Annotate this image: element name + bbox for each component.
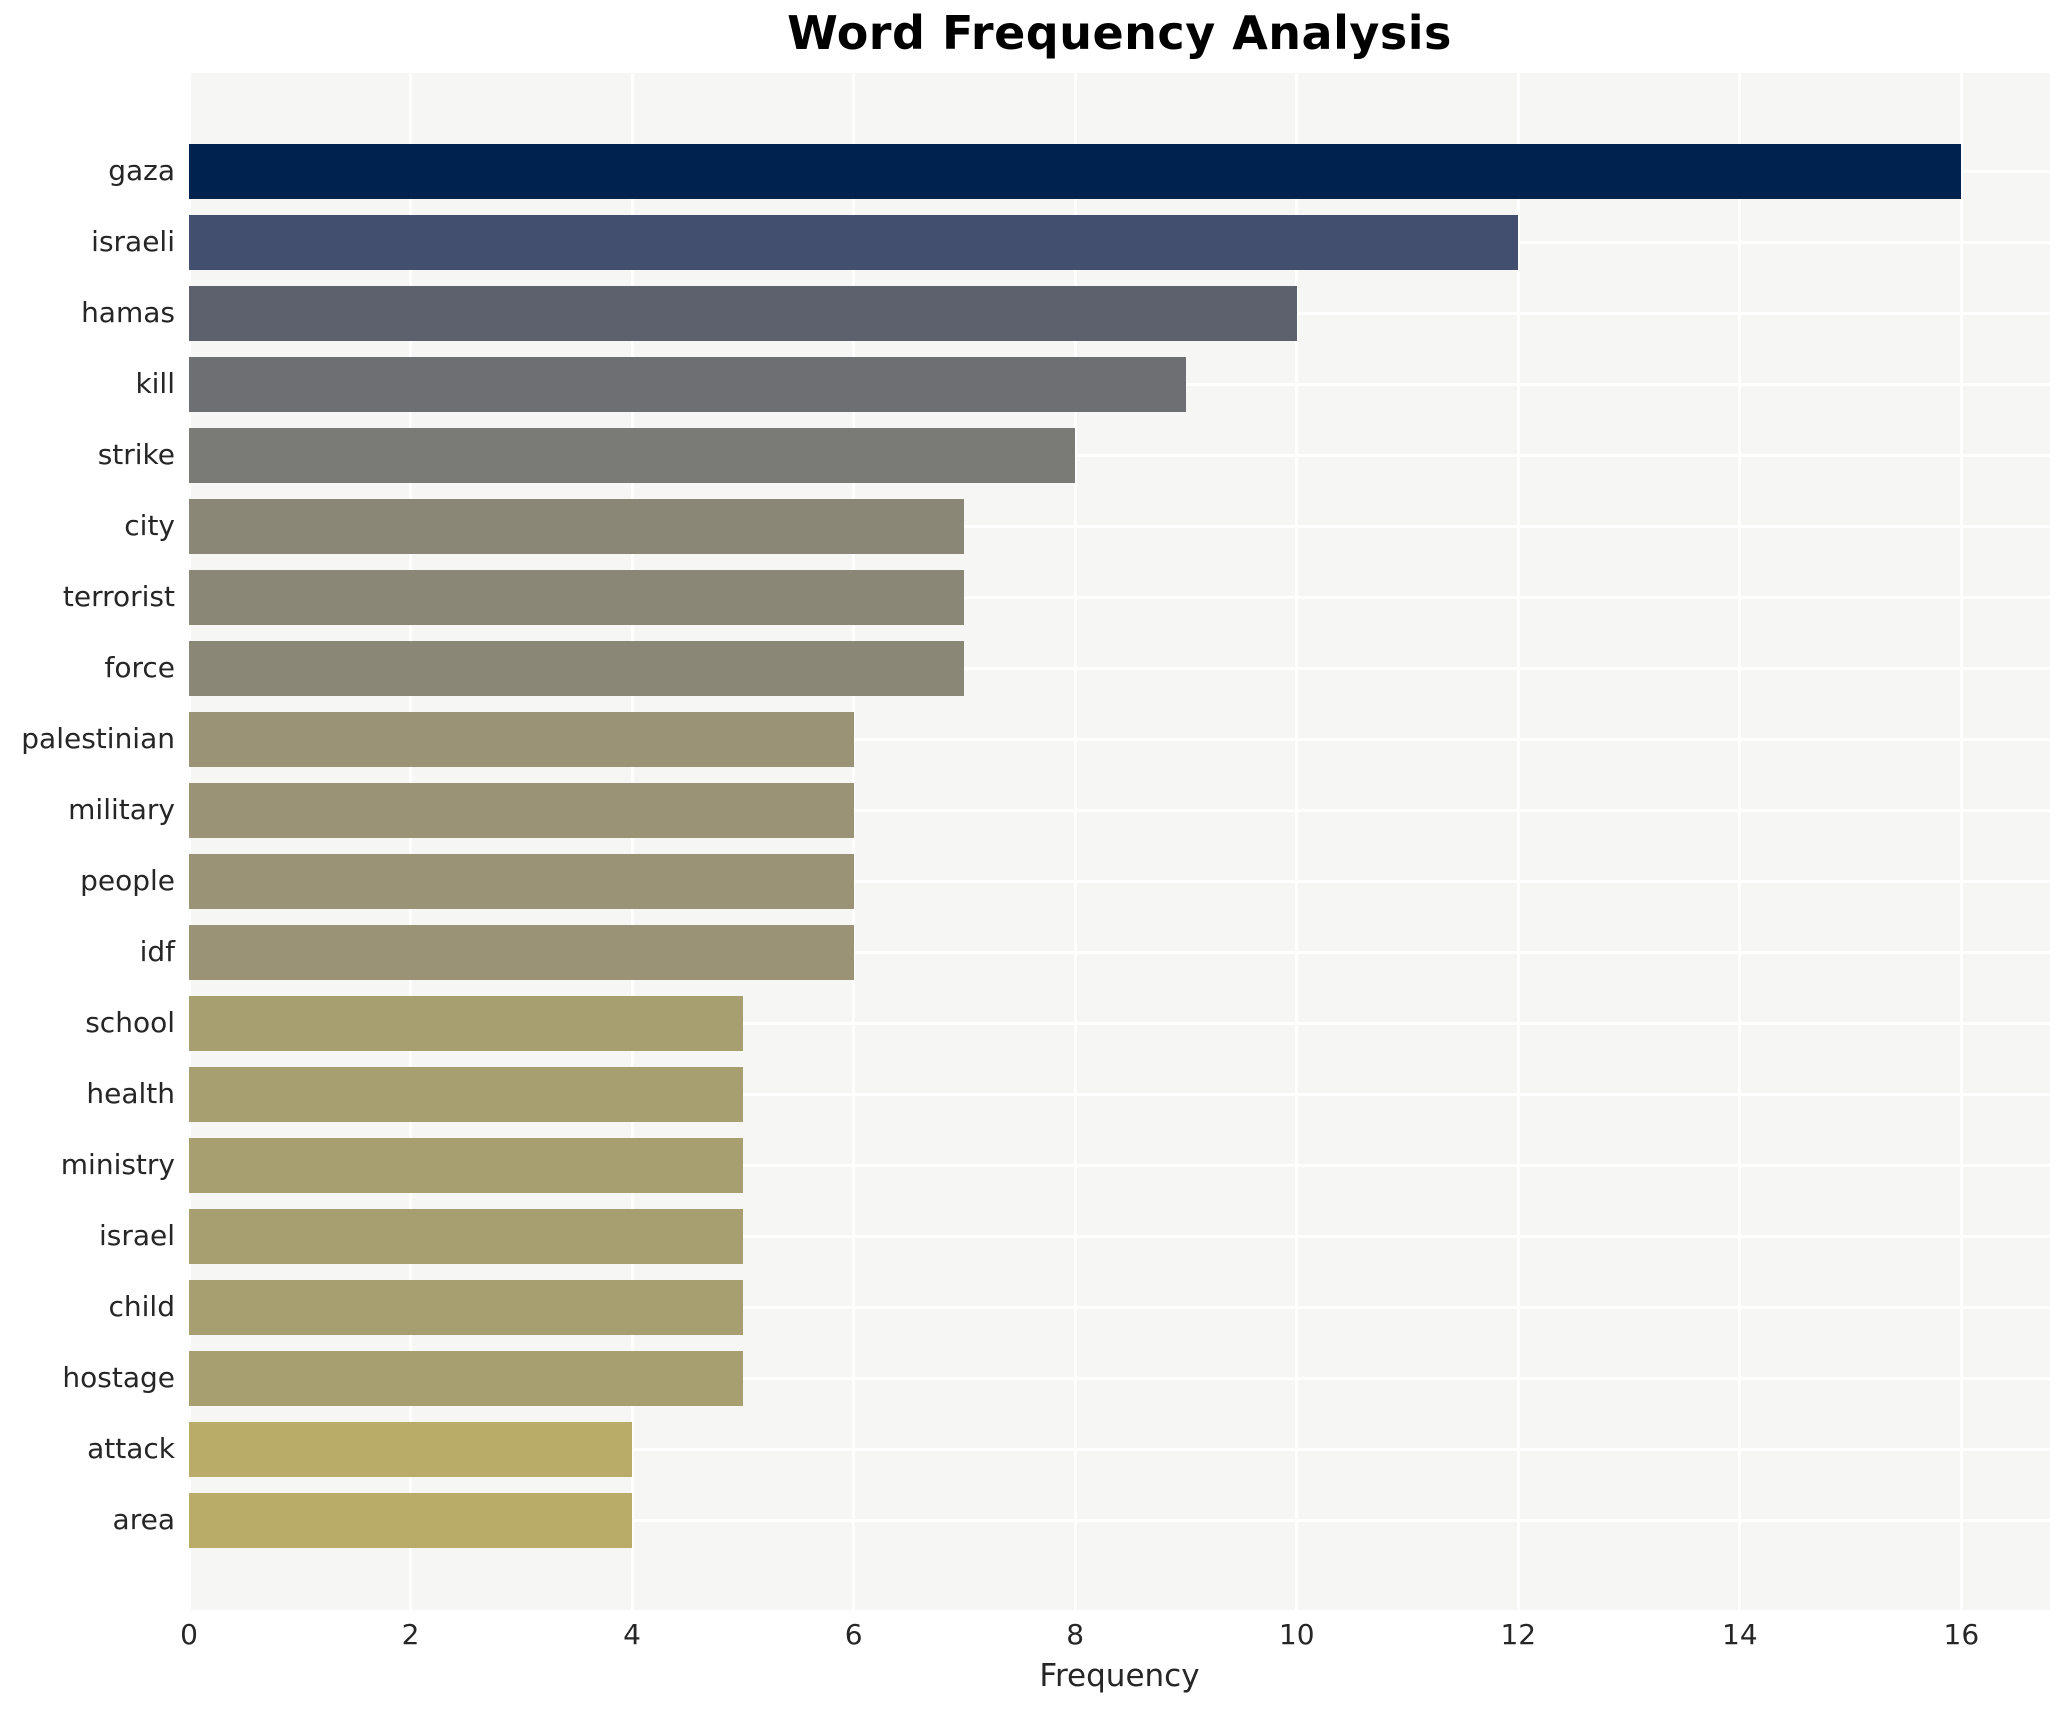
- y-axis-label-area: area: [112, 1503, 175, 1536]
- bar-city: [189, 498, 965, 554]
- bar-health: [189, 1066, 743, 1122]
- y-gridline: [189, 1447, 2050, 1451]
- y-axis-label-kill: kill: [135, 367, 175, 400]
- y-gridline: [189, 1518, 2050, 1522]
- y-axis-label-israel: israel: [98, 1219, 175, 1252]
- y-gridline: [189, 1163, 2050, 1167]
- y-gridline: [189, 666, 2050, 670]
- bar-kill: [189, 356, 1186, 412]
- y-axis-label-gaza: gaza: [108, 154, 175, 187]
- y-gridline: [189, 1234, 2050, 1238]
- x-axis-tick-6: 6: [844, 1618, 863, 1651]
- y-gridline: [189, 737, 2050, 741]
- x-axis-tick-12: 12: [1500, 1618, 1537, 1651]
- bar-people: [189, 853, 854, 909]
- y-axis-label-city: city: [124, 509, 175, 542]
- bar-terrorist: [189, 569, 965, 625]
- x-gridline: [630, 73, 634, 1610]
- y-axis-label-health: health: [86, 1077, 175, 1110]
- x-gridline: [409, 73, 413, 1610]
- bar-strike: [189, 427, 1076, 483]
- bar-ministry: [189, 1137, 743, 1193]
- bar-israeli: [189, 214, 1519, 270]
- bar-idf: [189, 924, 854, 980]
- y-gridline: [189, 1092, 2050, 1096]
- y-axis-label-school: school: [85, 1006, 175, 1039]
- y-axis-label-people: people: [80, 864, 175, 897]
- x-gridline: [1073, 73, 1077, 1610]
- y-axis-label-hamas: hamas: [81, 296, 175, 329]
- plot-area: [187, 73, 2050, 1610]
- y-axis-label-attack: attack: [87, 1432, 175, 1465]
- y-axis-label-strike: strike: [97, 438, 175, 471]
- bar-school: [189, 995, 743, 1051]
- bar-area: [189, 1492, 633, 1548]
- y-gridline: [189, 1021, 2050, 1025]
- bar-force: [189, 640, 965, 696]
- x-gridline: [1959, 73, 1963, 1610]
- x-axis-tick-16: 16: [1943, 1618, 1980, 1651]
- x-axis-tick-8: 8: [1066, 1618, 1085, 1651]
- x-axis-title: Frequency: [1039, 1658, 1200, 1694]
- y-gridline: [189, 950, 2050, 954]
- x-axis-tick-4: 4: [623, 1618, 642, 1651]
- y-axis-label-terrorist: terrorist: [62, 580, 175, 613]
- x-gridline: [1516, 73, 1520, 1610]
- y-axis-label-israeli: israeli: [91, 225, 175, 258]
- bar-attack: [189, 1421, 633, 1477]
- x-axis-tick-14: 14: [1722, 1618, 1758, 1651]
- y-gridline: [189, 1376, 2050, 1380]
- y-gridline: [189, 808, 2050, 812]
- y-axis-label-idf: idf: [139, 935, 175, 968]
- bar-hostage: [189, 1350, 743, 1406]
- x-gridline: [187, 73, 191, 1610]
- x-gridline: [1295, 73, 1299, 1610]
- y-gridline: [189, 1305, 2050, 1309]
- bar-gaza: [189, 143, 1962, 199]
- bar-israel: [189, 1208, 743, 1264]
- x-axis-tick-10: 10: [1278, 1618, 1315, 1651]
- y-axis-label-force: force: [104, 651, 175, 684]
- bar-military: [189, 782, 854, 838]
- x-gridline: [1738, 73, 1742, 1610]
- y-axis-label-military: military: [68, 793, 175, 826]
- x-gridline: [852, 73, 856, 1610]
- y-axis-label-child: child: [108, 1290, 175, 1323]
- chart-title: Word Frequency Analysis: [787, 6, 1452, 60]
- x-axis-tick-0: 0: [180, 1618, 198, 1651]
- bar-palestinian: [189, 711, 854, 767]
- y-axis-label-hostage: hostage: [62, 1361, 175, 1394]
- y-axis-label-ministry: ministry: [60, 1148, 175, 1181]
- y-axis-label-palestinian: palestinian: [21, 722, 175, 755]
- bar-hamas: [189, 285, 1297, 341]
- bar-child: [189, 1279, 743, 1335]
- y-gridline: [189, 595, 2050, 599]
- y-gridline: [189, 524, 2050, 528]
- y-gridline: [189, 879, 2050, 883]
- y-gridline: [189, 453, 2050, 457]
- x-axis-tick-2: 2: [401, 1618, 420, 1651]
